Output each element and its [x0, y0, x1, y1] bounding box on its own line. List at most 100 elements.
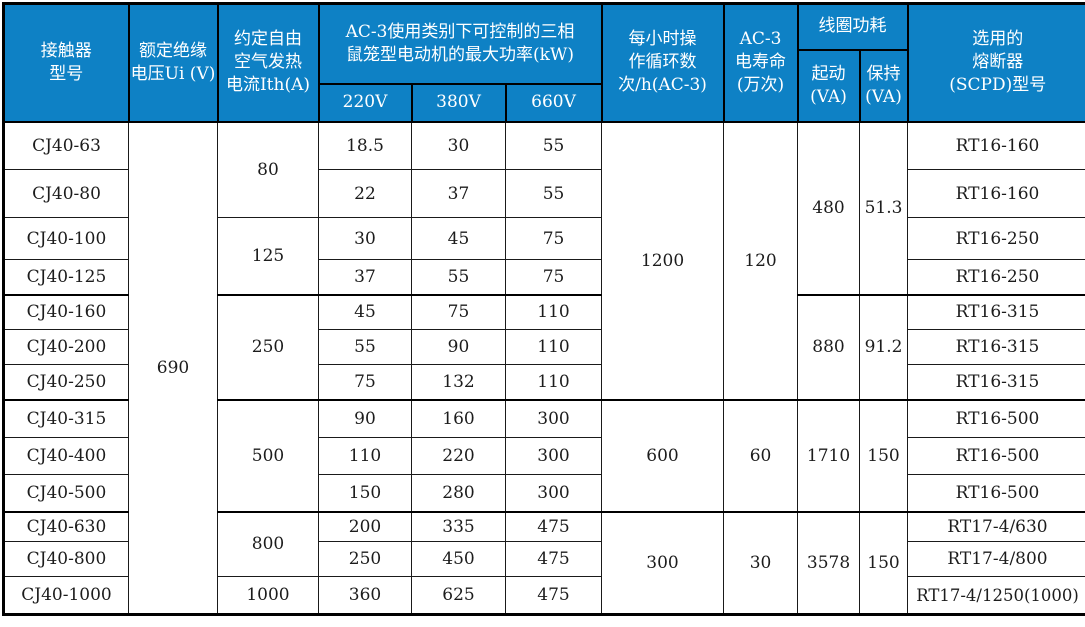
fuse-cell: RT16-500 [907, 474, 1085, 512]
header-row-2: 起动 (VA) 保持 (VA) [4, 48, 1085, 123]
power-220-cell: 90 [318, 398, 412, 438]
table-header: 接触器 型号 额定绝缘 电压Ui (V) 约定自由 空气发热 电流Ith(A) … [2, 2, 1085, 123]
table-row: CJ40-630 800 200 335 475 300 30 3578 150… [3, 510, 1085, 615]
power-220-cell: 200 [318, 510, 412, 542]
table-row: CJ40-1000 1000 360 625 475 RT17-4/1250(1… [3, 576, 1085, 615]
cycles-cell: 1200 [601, 121, 725, 400]
table-row: CJ40-100 125 30 45 75 RT16-250 [3, 217, 1085, 295]
power-660-cell: 75 [504, 259, 603, 295]
fuse-cell: RT16-160 [907, 169, 1085, 218]
col-header-ith: 约定自由 空气发热 电流Ith(A) [216, 2, 320, 123]
power-220-cell: 360 [318, 576, 412, 615]
fuse-cell: RT16-315 [907, 364, 1085, 400]
model-cell: CJ40-160 [3, 293, 129, 330]
col-header-220v: 220V [317, 82, 413, 123]
model-cell: CJ40-500 [3, 474, 129, 512]
model-cell: CJ40-125 [3, 259, 129, 295]
power-660-cell: 75 [504, 217, 603, 260]
power-660-cell: 475 [504, 541, 603, 577]
power-660-cell: 300 [504, 437, 603, 475]
fuse-cell: RT16-315 [907, 293, 1085, 330]
power-660-cell: 110 [504, 293, 603, 330]
power-220-cell: 110 [318, 437, 412, 475]
table-row: CJ40-160 250 45 75 110 880 91.2 RT16-315 [3, 293, 1085, 400]
power-380-cell: 90 [411, 329, 506, 365]
ui-cell: 690 [128, 121, 218, 615]
power-220-cell: 150 [318, 474, 412, 512]
ith-cell: 800 [217, 510, 319, 577]
life-cell: 30 [723, 510, 799, 615]
coil-start-cell: 880 [797, 293, 861, 400]
table-row: CJ40-400 110 220 300 RT16-500 [3, 437, 1085, 475]
life-cell: 120 [723, 121, 799, 400]
ith-cell: 250 [217, 293, 319, 400]
model-cell: CJ40-315 [3, 398, 129, 438]
power-380-cell: 30 [411, 121, 506, 170]
fuse-cell: RT16-250 [907, 217, 1085, 260]
col-header-380v: 380V [410, 82, 507, 123]
fuse-cell: RT16-500 [907, 437, 1085, 475]
cycles-cell: 300 [601, 510, 725, 615]
model-cell: CJ40-630 [3, 510, 129, 542]
coil-start-cell: 3578 [797, 510, 861, 615]
power-380-cell: 160 [411, 398, 506, 438]
power-660-cell: 300 [504, 398, 603, 438]
power-380-cell: 220 [411, 437, 506, 475]
col-header-model: 接触器 型号 [2, 2, 130, 123]
table-row: CJ40-250 75 132 110 RT16-315 [3, 364, 1085, 400]
coil-hold-cell: 51.3 [859, 121, 909, 295]
col-header-coil-hold: 保持 (VA) [858, 48, 909, 123]
header-row-3: 220V 380V 660V [4, 82, 1085, 123]
header-row-1: 接触器 型号 额定绝缘 电压Ui (V) 约定自由 空气发热 电流Ith(A) … [2, 2, 1085, 123]
power-660-cell: 475 [504, 576, 603, 615]
power-660-cell: 475 [504, 510, 603, 542]
power-220-cell: 55 [318, 329, 412, 365]
power-380-cell: 75 [411, 293, 506, 330]
col-header-660v: 660V [504, 82, 603, 123]
power-660-cell: 55 [504, 169, 603, 218]
table-row: CJ40-500 150 280 300 RT16-500 [3, 474, 1085, 512]
contactor-spec-table: 接触器 型号 额定绝缘 电压Ui (V) 约定自由 空气发热 电流Ith(A) … [2, 2, 1085, 616]
ith-cell: 80 [217, 121, 319, 218]
coil-hold-cell: 91.2 [859, 293, 909, 400]
power-220-cell: 75 [318, 364, 412, 400]
table-row: CJ40-315 500 90 160 300 600 60 1710 150 … [3, 398, 1085, 512]
cycles-cell: 600 [601, 398, 725, 512]
power-380-cell: 132 [411, 364, 506, 400]
table-body: CJ40-63 690 80 18.5 30 55 1200 120 480 5… [3, 121, 1085, 615]
fuse-cell: RT16-160 [907, 121, 1085, 170]
power-380-cell: 45 [411, 217, 506, 260]
fuse-cell: RT17-4/800 [907, 541, 1085, 577]
model-cell: CJ40-63 [3, 121, 129, 170]
ith-cell: 1000 [217, 576, 319, 615]
power-660-cell: 110 [504, 364, 603, 400]
table-row: CJ40-63 690 80 18.5 30 55 1200 120 480 5… [3, 121, 1085, 615]
col-header-fuse: 选用的 熔断器 (SCPD)型号 [906, 2, 1085, 123]
col-header-life: AC-3 电寿命 (万次) [722, 2, 799, 123]
power-380-cell: 625 [411, 576, 506, 615]
fuse-cell: RT17-4/630 [907, 510, 1085, 542]
col-header-ui: 额定绝缘 电压Ui (V) [127, 2, 219, 123]
fuse-cell: RT16-500 [907, 398, 1085, 438]
model-cell: CJ40-250 [3, 364, 129, 400]
fuse-cell: RT17-4/1250(1000) [907, 576, 1085, 615]
power-380-cell: 450 [411, 541, 506, 577]
model-cell: CJ40-400 [3, 437, 129, 475]
model-cell: CJ40-200 [3, 329, 129, 365]
life-cell: 60 [723, 398, 799, 512]
power-380-cell: 55 [411, 259, 506, 295]
table-row: CJ40-200 55 90 110 RT16-315 [3, 329, 1085, 365]
table-row: CJ40-80 22 37 55 RT16-160 [3, 169, 1085, 218]
coil-start-cell: 1710 [797, 398, 861, 512]
fuse-cell: RT16-250 [907, 259, 1085, 295]
power-220-cell: 37 [318, 259, 412, 295]
coil-start-cell: 480 [797, 121, 861, 295]
power-220-cell: 45 [318, 293, 412, 330]
power-220-cell: 250 [318, 541, 412, 577]
power-660-cell: 110 [504, 329, 603, 365]
model-cell: CJ40-80 [3, 169, 129, 218]
power-220-cell: 18.5 [318, 121, 412, 170]
ith-cell: 125 [217, 217, 319, 295]
power-380-cell: 37 [411, 169, 506, 218]
